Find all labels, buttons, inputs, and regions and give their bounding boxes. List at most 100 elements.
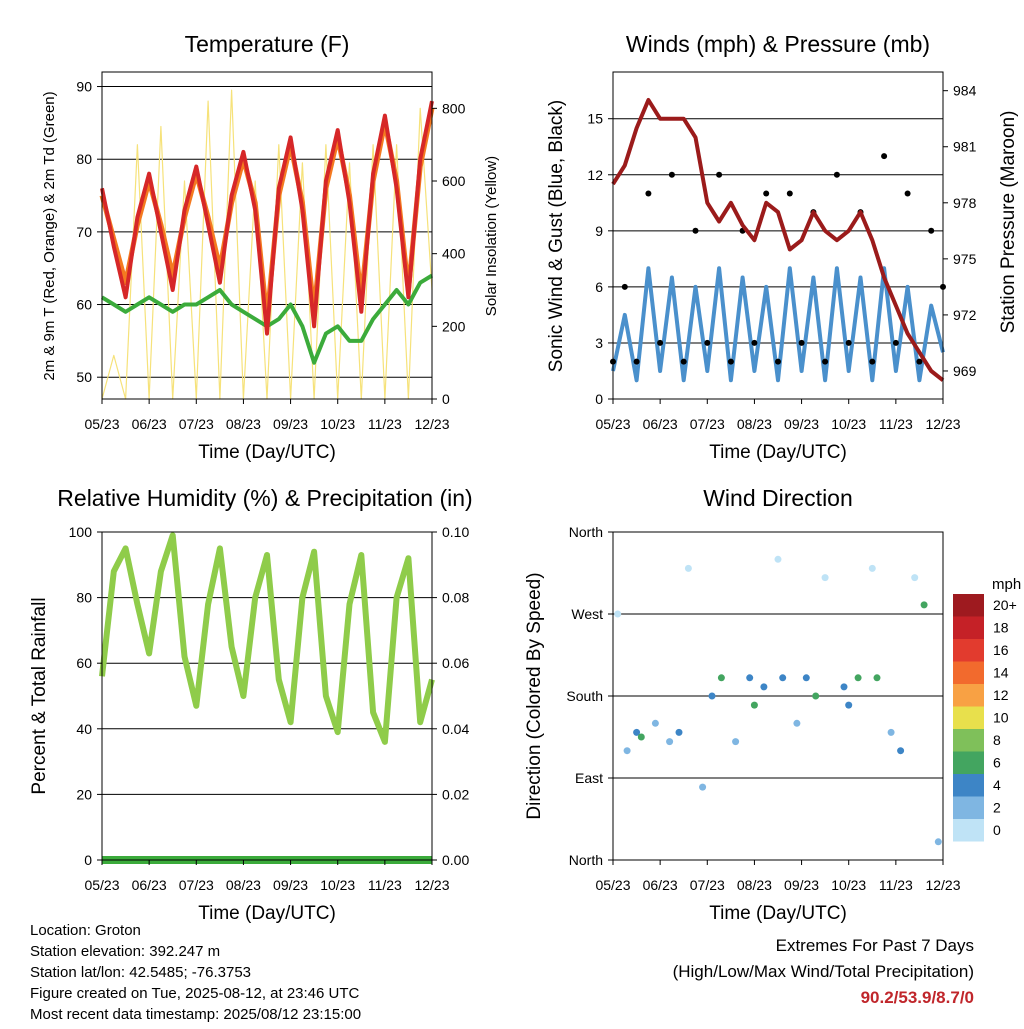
winds-plot-frame	[612, 71, 944, 400]
gust-point	[833, 171, 840, 178]
created-text: Figure created on Tue, 2025-08-12, at 23…	[30, 985, 360, 1002]
legend-swatch	[953, 796, 984, 819]
direction-point	[614, 610, 622, 618]
direction-point	[651, 719, 659, 727]
y2-tick-label: 0.08	[442, 590, 469, 606]
direction-point	[717, 674, 725, 682]
winds-ylabel: Sonic Wind & Gust (Blue, Black)	[546, 100, 567, 372]
x-tick-label: 08/23	[737, 877, 772, 893]
legend-swatch	[953, 616, 984, 639]
humidity-ylabel: Percent & Total Rainfall	[29, 597, 50, 794]
temperature-ylabel: 2m & 9m T (Red, Orange) & 2m Td (Green)	[41, 91, 58, 380]
x-tick-label: 09/23	[273, 877, 308, 893]
x-tick-label: 09/23	[784, 416, 819, 432]
x-tick-label: 11/23	[879, 877, 913, 893]
direction-xlabel: Time (Day/UTC)	[709, 903, 847, 924]
y-tick-label: 0	[595, 391, 603, 407]
x-tick-label: 05/23	[84, 416, 119, 432]
y-tick-label: 12	[587, 167, 603, 183]
direction-point	[708, 692, 716, 700]
legend-swatch	[953, 774, 984, 797]
y2-tick-label: 0.02	[442, 786, 469, 802]
y2-tick-label: 400	[442, 246, 466, 262]
recent-text: Most recent data timestamp: 2025/08/12 2…	[30, 1006, 362, 1023]
legend-swatch	[953, 751, 984, 774]
gust-point	[680, 358, 687, 365]
y2-tick-label: 0.00	[442, 852, 469, 868]
gust-point	[692, 227, 699, 234]
x-tick-label: 09/23	[784, 877, 819, 893]
y-tick-label: 80	[76, 590, 92, 606]
location-text: Location: Groton	[30, 922, 141, 939]
gust-point	[845, 339, 852, 346]
gust-point	[892, 339, 899, 346]
direction-point	[750, 701, 758, 709]
gust-point	[798, 339, 805, 346]
y2-tick-label: 969	[953, 363, 977, 379]
direction-point	[623, 747, 631, 755]
y2-tick-label: 200	[442, 318, 466, 334]
legend-label: 0	[993, 822, 1001, 838]
x-tick-label: 07/23	[690, 416, 725, 432]
gust-point	[869, 358, 876, 365]
elevation-text: Station elevation: 392.247 m	[30, 943, 221, 960]
extremes-subheading: (High/Low/Max Wind/Total Precipitation)	[672, 962, 974, 981]
y-tick-label: 15	[587, 111, 603, 127]
temperature-y2label: Solar Insolation (Yellow)	[483, 156, 500, 316]
gust-point	[704, 339, 711, 346]
temperature-9m-line	[99, 107, 435, 322]
x-tick-label: 12/23	[414, 877, 449, 893]
extremes-values: 90.2/53.9/8.7/0	[860, 988, 974, 1007]
gust-point	[904, 190, 911, 197]
legend-label: 6	[993, 755, 1001, 771]
x-tick-label: 05/23	[84, 877, 119, 893]
legend-label: 4	[993, 777, 1001, 793]
y-tick-label: 60	[76, 297, 92, 313]
x-tick-label: 07/23	[179, 416, 214, 432]
direction-point	[897, 747, 905, 755]
temperature-plot-frame	[101, 71, 433, 400]
legend-swatch	[953, 706, 984, 729]
legend-swatch	[953, 661, 984, 684]
y-tick-label: 50	[76, 369, 92, 385]
direction-point	[666, 738, 674, 746]
direction-point	[840, 683, 848, 691]
y-tick-label: East	[575, 770, 603, 786]
y-tick-label: 100	[69, 524, 93, 540]
humidity-title: Relative Humidity (%) & Precipitation (i…	[57, 485, 472, 511]
y2-tick-label: 975	[953, 251, 977, 267]
x-tick-label: 11/23	[368, 877, 402, 893]
direction-point	[887, 728, 895, 736]
y-tick-label: West	[571, 606, 603, 622]
winds-y2label: Station Pressure (Maroon)	[998, 111, 1019, 334]
direction-point	[774, 555, 782, 563]
temperature-xlabel: Time (Day/UTC)	[198, 442, 336, 463]
x-tick-label: 06/23	[643, 416, 678, 432]
y-tick-label: 6	[595, 279, 603, 295]
direction-point	[821, 574, 829, 582]
x-tick-label: 12/23	[414, 416, 449, 432]
station-info: Location: Groton Station elevation: 392.…	[30, 920, 361, 1025]
gust-point	[881, 153, 888, 160]
y2-tick-label: 0	[442, 391, 450, 407]
latlon-text: Station lat/lon: 42.5485; -76.3753	[30, 964, 252, 981]
sonic-wind-line	[611, 266, 945, 383]
legend-label: 20+	[993, 597, 1017, 613]
y-tick-label: 20	[76, 786, 92, 802]
x-tick-label: 06/23	[132, 877, 167, 893]
extremes-block: Extremes For Past 7 Days (High/Low/Max W…	[673, 933, 974, 1011]
y2-tick-label: 0.10	[442, 524, 469, 540]
legend-label: 2	[993, 800, 1001, 816]
gust-point	[645, 190, 652, 197]
y2-tick-label: 981	[953, 139, 977, 155]
legend-label: 8	[993, 732, 1001, 748]
humidity-plot-frame	[101, 531, 433, 861]
x-tick-label: 10/23	[320, 877, 355, 893]
gust-point	[657, 339, 664, 346]
gust-point	[668, 171, 675, 178]
y-tick-label: 40	[76, 721, 92, 737]
gust-point	[727, 358, 734, 365]
direction-point	[873, 674, 881, 682]
station-pressure-line	[611, 98, 945, 382]
direction-point	[633, 728, 641, 736]
